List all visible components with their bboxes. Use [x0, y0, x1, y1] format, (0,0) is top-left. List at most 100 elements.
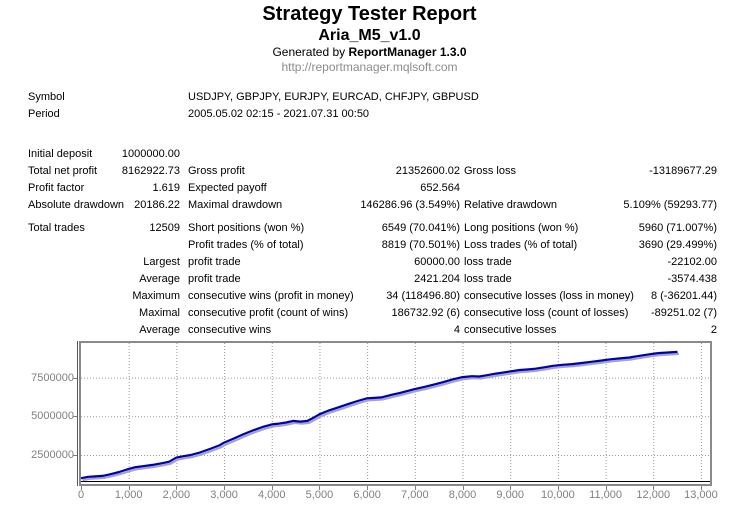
x-axis-tick-label: 12,000 [636, 489, 671, 501]
stats-label: consecutive wins [188, 324, 272, 336]
page-title: Strategy Tester Report [262, 3, 477, 25]
stats-row: Profit trades (% of total) 8819 (70.501%)… [0, 237, 739, 254]
stats-label: consecutive loss (count of losses) [464, 307, 629, 319]
stats-label: 2005.05.02 02:15 - 2021.07.31 00:50 [188, 108, 370, 120]
stats-label: Gross loss [464, 165, 516, 177]
stats-value: 4 [453, 324, 460, 336]
x-axis-tick-label: 2,000 [162, 489, 191, 501]
stats-value: 60000.00 [414, 256, 460, 268]
stats-row: Maximum consecutive wins (profit in money… [0, 288, 739, 305]
stats-label: profit trade [188, 273, 241, 285]
y-axis-tick [73, 455, 77, 456]
stats-value: 20186.22 [134, 199, 180, 211]
y-axis-tick-label: 7500000 [31, 371, 74, 384]
stats-value: 8162922.73 [121, 165, 180, 177]
stats-label: Short positions (won %) [188, 222, 305, 234]
stats-row: Largest profit trade 60000.00 loss trade -22… [0, 254, 739, 271]
stats-row: Period 2005.05.02 02:15 - 2021.07.31 00:5… [0, 106, 739, 123]
generated-by-line: Generated by ReportManager 1.3.0 [0, 45, 739, 60]
stats-value: 3690 (29.499%) [638, 239, 717, 251]
stats-row: Initial deposit 1000000.00 [0, 146, 739, 163]
stats-value: 146286.96 (3.549%) [360, 199, 460, 211]
y-axis-tick [73, 416, 77, 418]
stats-label: Loss trades (% of total) [464, 239, 578, 251]
stats-value: -89251.02 (7) [650, 307, 717, 319]
x-axis-tick-label: 4,000 [257, 489, 286, 501]
stats-value: 6549 (70.041%) [381, 222, 460, 234]
x-axis-tick [414, 486, 416, 490]
x-axis-tick [462, 486, 464, 490]
stats-row: Average profit trade 2421.204 loss trade -35… [0, 271, 739, 288]
stats-value: 2421.204 [414, 273, 460, 285]
stats-value: 12509 [149, 222, 180, 234]
x-axis-tick-label: 8,000 [448, 489, 477, 501]
x-axis-tick [605, 486, 607, 490]
stats-row: Total trades 12509 Short positions (won %)… [0, 220, 739, 237]
generated-by-prefix: Generated by [272, 45, 349, 59]
stats-value: 186732.92 (6) [391, 307, 461, 319]
x-axis-tick [557, 486, 559, 490]
x-axis-tick-label: 11,000 [589, 489, 622, 501]
x-axis-tick-label: 3,000 [210, 489, 238, 501]
x-axis-tick [128, 486, 130, 490]
y-axis-tick-label: 2500000 [31, 449, 74, 461]
stats-label: profit trade [188, 256, 241, 268]
y-axis-tick [73, 377, 77, 379]
stats-label: loss trade [464, 256, 512, 268]
y-axis-tick-label: 5000000 [31, 410, 74, 423]
stats-label: Expected payoff [188, 182, 267, 194]
stats-row: Maximal consecutive profit (count of wins… [0, 305, 739, 322]
stats-label: Total net profit [28, 165, 98, 177]
stats-value: -3574.438 [667, 273, 717, 285]
stats-label: Profit factor [28, 182, 85, 194]
stats-value: Average [139, 324, 180, 336]
stats-value: 2 [710, 324, 717, 336]
stats-row: Total net profit 8162922.73 Gross profit 21… [0, 163, 739, 180]
x-axis-tick [176, 486, 178, 490]
stats-value: 8 (-36201.44) [650, 290, 717, 302]
stats-value: 34 (118496.80) [386, 290, 460, 302]
stats-label: Initial deposit [28, 148, 93, 160]
x-axis-tick [653, 486, 655, 490]
stats-label: Symbol [28, 91, 65, 103]
stats-value: 1000000.00 [121, 148, 180, 160]
stats-value: 5.109% (59293.77) [623, 199, 717, 211]
equity-curve-shadow [82, 352, 680, 482]
stats-label: Relative drawdown [464, 199, 557, 211]
balance-chart-svg [80, 343, 710, 484]
stats-value: Average [139, 273, 180, 285]
stats-label: Total trades [28, 222, 85, 234]
generator-version: 1.3.0 [436, 45, 467, 59]
stats-row: Profit factor 1.619 Expected payoff 652.564 [0, 180, 739, 197]
stats-label: Gross profit [188, 165, 245, 177]
stats-label: Maximal drawdown [188, 199, 283, 211]
report-url: http://reportmanager.mqlsoft.com [281, 60, 458, 74]
x-axis-tick-label: 10,000 [541, 489, 575, 501]
stats-label: consecutive losses (loss in money) [464, 290, 634, 302]
x-axis-tick-label: 13,000 [684, 489, 718, 501]
x-axis-tick [367, 486, 369, 490]
strategy-name: Aria_M5_v1.0 [318, 27, 421, 44]
stats-label: consecutive profit (count of wins) [188, 307, 349, 319]
equity-curve [80, 350, 678, 480]
x-axis-tick-label: 7,000 [401, 489, 429, 501]
stats-row: Absolute drawdown 20186.22 Maximal drawdow… [0, 197, 739, 214]
stats-value: Maximal [139, 307, 180, 319]
stats-label: Long positions (won %) [464, 222, 579, 234]
stats-value: Maximum [132, 290, 180, 302]
stats-label: USDJPY, GBPJPY, EURJPY, EURCAD, CHFJPY, … [188, 91, 479, 103]
stats-value: 652.564 [420, 182, 460, 194]
balance-chart [79, 341, 712, 486]
stats-row: Symbol USDJPY, GBPJPY, EURJPY, EURCAD, CH… [0, 89, 739, 106]
x-axis-tick-label: 9,000 [496, 489, 524, 501]
generator-name: ReportManager [348, 45, 437, 59]
x-axis-tick-label: 6,000 [353, 489, 381, 501]
x-axis-tick [510, 486, 512, 490]
x-axis-tick [700, 486, 702, 490]
stats-value: -13189677.29 [649, 165, 717, 177]
stats-value: 5960 (71.007%) [638, 222, 717, 234]
stats-value: 8819 (70.501%) [381, 239, 460, 251]
stats-row: Average consecutive wins 4 consecutive loss… [0, 322, 739, 339]
stats-value: 21352600.02 [395, 165, 460, 177]
